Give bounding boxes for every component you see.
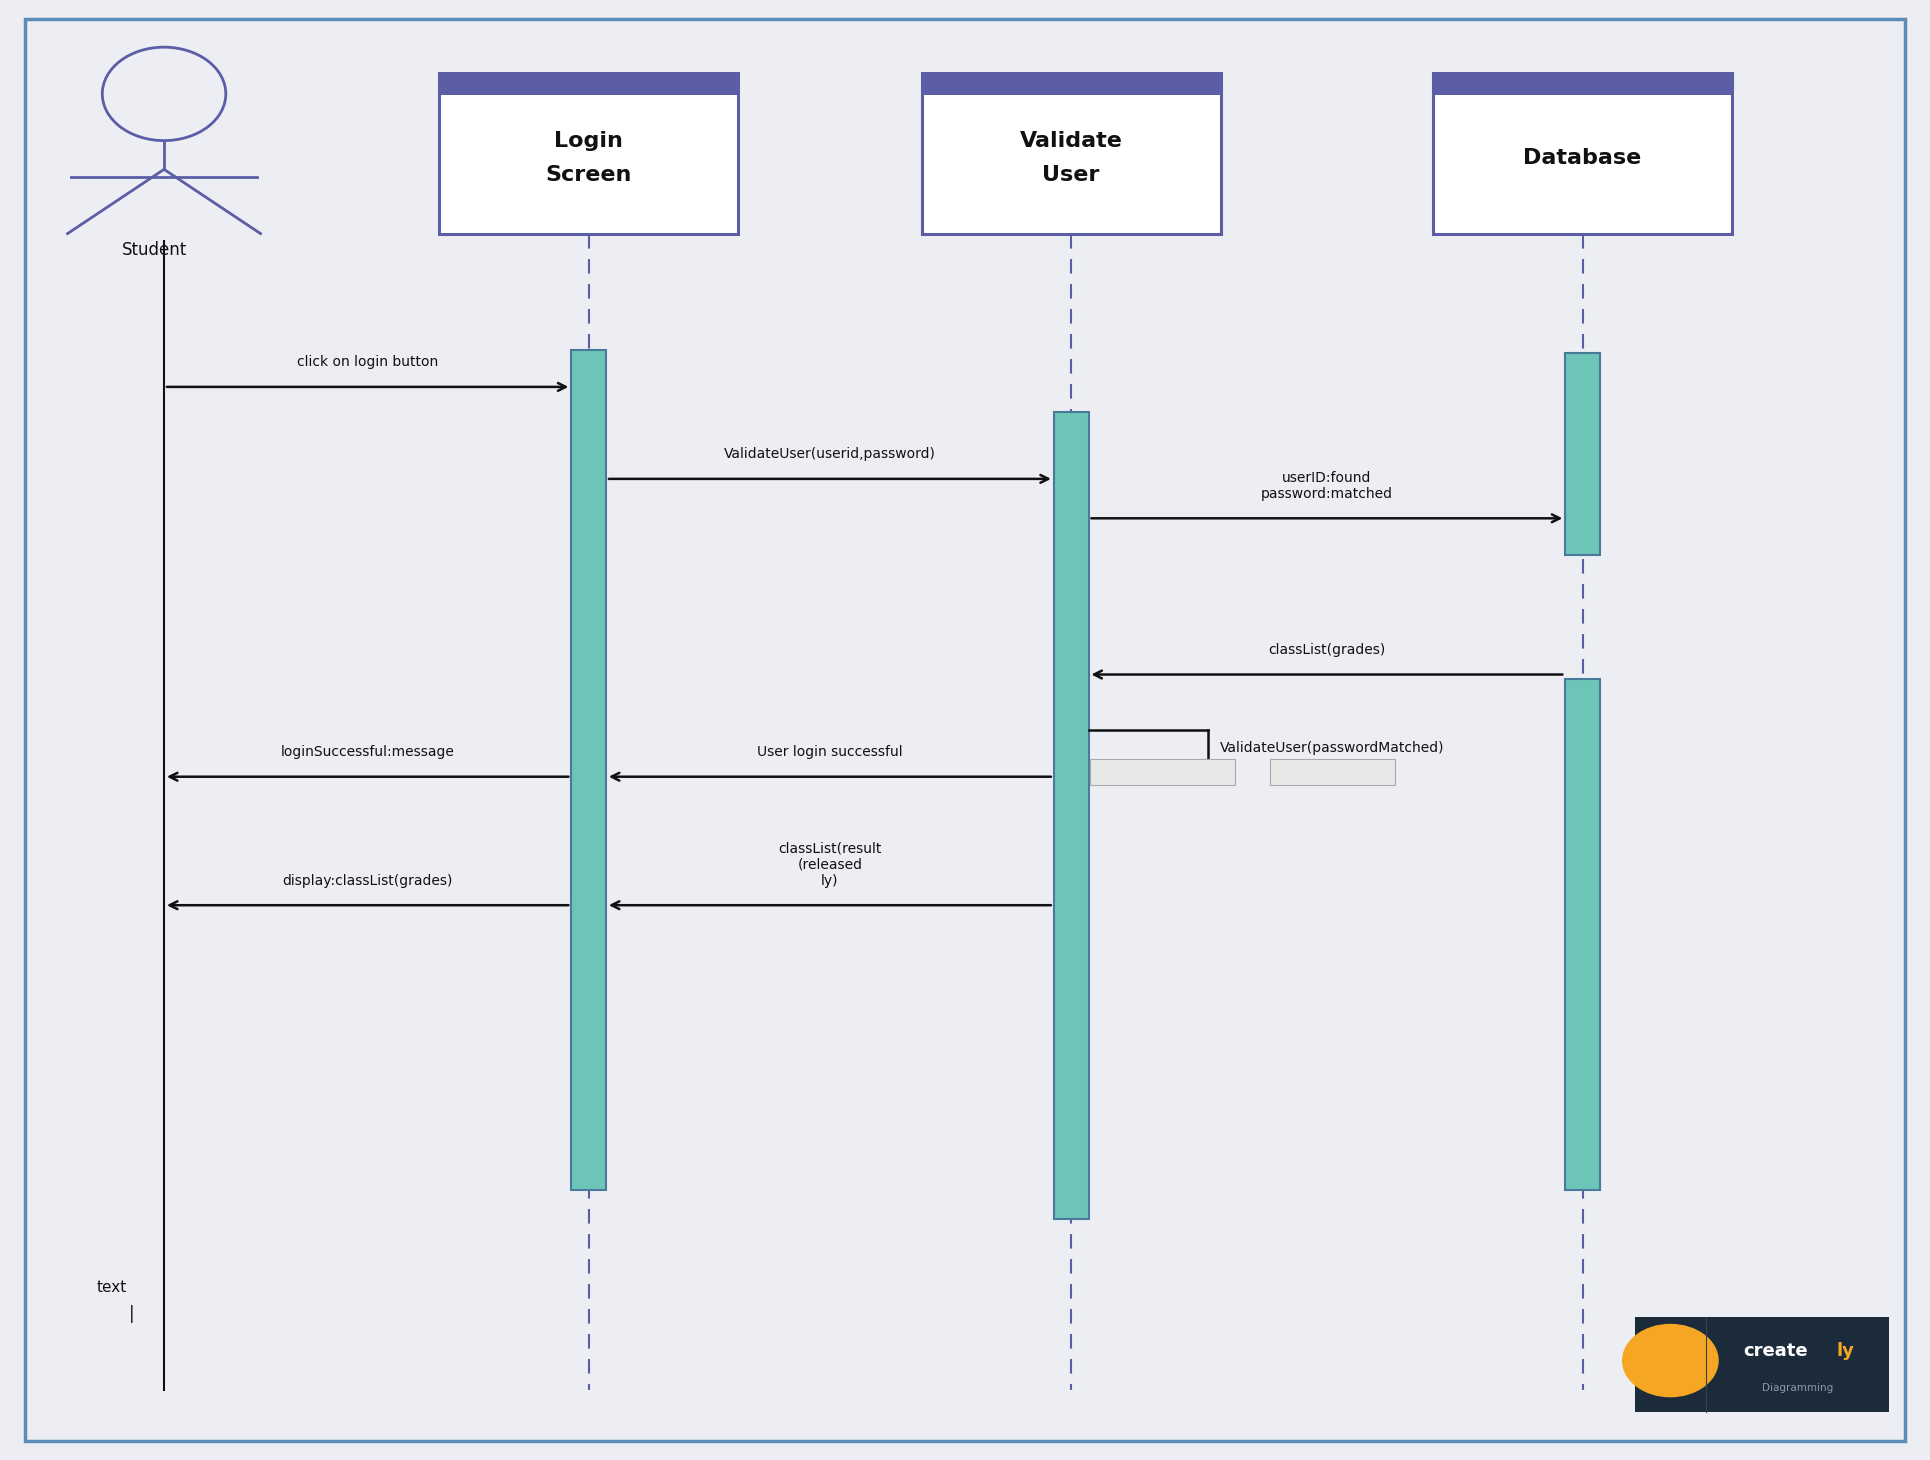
Bar [438, 73, 737, 234]
Text: Database: Database [1523, 147, 1642, 168]
Bar [1054, 412, 1089, 1219]
Bar [571, 350, 606, 1190]
Bar [1270, 759, 1395, 785]
Text: display:classList(grades): display:classList(grades) [282, 873, 454, 888]
Bar [1432, 73, 1733, 95]
Text: click on login button: click on login button [297, 355, 438, 369]
Bar [1090, 759, 1235, 785]
Bar [923, 73, 1222, 95]
Text: create: create [1743, 1342, 1808, 1361]
Text: Student: Student [122, 241, 187, 258]
Bar [1432, 73, 1733, 234]
Text: loginSuccessful:message: loginSuccessful:message [280, 745, 455, 759]
Text: Diagramming: Diagramming [1762, 1383, 1834, 1393]
Bar [1565, 353, 1600, 555]
Text: classList(result
(released
ly): classList(result (released ly) [778, 841, 882, 888]
Text: text: text [96, 1280, 127, 1295]
Text: |: | [129, 1305, 133, 1323]
Bar [1565, 679, 1600, 1190]
Text: ValidateUser(userid,password): ValidateUser(userid,password) [724, 447, 936, 461]
Bar [923, 73, 1222, 234]
Circle shape [1623, 1324, 1718, 1397]
Bar [1635, 1317, 1889, 1412]
Text: ValidateUser(passwordMatched): ValidateUser(passwordMatched) [1220, 742, 1444, 755]
Text: Validate
User: Validate User [1019, 131, 1123, 185]
Text: classList(grades): classList(grades) [1268, 642, 1386, 657]
Text: Login
Screen: Login Screen [546, 131, 631, 185]
Bar [438, 73, 737, 95]
Text: userID:found
password:matched: userID:found password:matched [1260, 470, 1393, 501]
Text: User login successful: User login successful [757, 745, 903, 759]
Text: ly: ly [1837, 1342, 1855, 1361]
